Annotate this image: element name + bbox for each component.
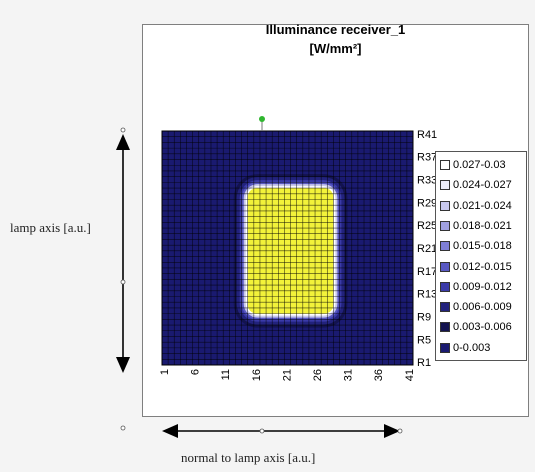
x-axis-arrow-head-right (384, 424, 400, 438)
legend-swatch (440, 342, 450, 353)
y-axis-arrow-head-up (116, 134, 130, 150)
y-tick-label: R5 (417, 334, 431, 346)
y-tick-label: R13 (417, 289, 437, 301)
y-axis-label-text: lamp axis [a.u.] (10, 220, 91, 235)
legend-item: 0.009-0.012 (440, 278, 512, 296)
legend-label: 0.018-0.021 (453, 219, 512, 232)
x-tick-label: 26 (312, 369, 324, 381)
legend-item: 0.012-0.015 (440, 258, 512, 276)
legend-label: 0.012-0.015 (453, 260, 512, 273)
selection-handle (259, 428, 265, 434)
y-axis-arrow-head-down (116, 357, 130, 373)
x-tick-label: 16 (251, 369, 263, 381)
y-tick-label: R41 (417, 129, 437, 141)
legend-swatch (440, 241, 450, 252)
selection-handle (120, 279, 126, 285)
legend-label: 0.003-0.006 (453, 321, 512, 334)
legend-swatch (440, 261, 450, 272)
selection-handle (120, 127, 126, 133)
selection-handle (120, 425, 126, 431)
chart-unit: [W/mm²] (309, 41, 362, 56)
legend-swatch (440, 200, 450, 211)
chart-title-block: Illuminance receiver_1 [W/mm²] (142, 20, 529, 58)
legend-label: 0.021-0.024 (453, 199, 512, 212)
legend-swatch (440, 160, 450, 170)
legend-label: 0.027-0.03 (453, 159, 506, 171)
legend-label: 0-0.003 (453, 341, 491, 354)
y-tick-label: R1 (417, 357, 431, 369)
legend-item: 0.006-0.009 (440, 298, 512, 316)
legend-item: 0.003-0.006 (440, 318, 512, 336)
y-tick-label: R29 (417, 197, 437, 209)
x-tick-label: 31 (343, 369, 355, 381)
legend-swatch (440, 180, 450, 191)
legend-item: 0.027-0.03 (440, 156, 506, 174)
y-tick-label: R21 (417, 243, 437, 255)
x-tick-label: 21 (281, 369, 293, 381)
plot-border (161, 130, 414, 366)
legend-label: 0.015-0.018 (453, 240, 512, 253)
x-axis-arrow-head-left (162, 424, 178, 438)
legend-item: 0.015-0.018 (440, 237, 512, 255)
y-axis-label: lamp axis [a.u.] (10, 220, 91, 236)
x-tick-label: 36 (373, 369, 385, 381)
legend-item: 0.018-0.021 (440, 217, 512, 235)
x-tick-label: 41 (404, 369, 416, 381)
legend-item: 0.021-0.024 (440, 197, 512, 215)
y-tick-label: R25 (417, 220, 437, 232)
legend-swatch (440, 302, 450, 313)
selection-marker-handle (259, 116, 265, 122)
legend: 0.027-0.03 0.024-0.027 0.021-0.024 0.018-0.… (435, 151, 527, 361)
y-tick-label: R37 (417, 152, 437, 164)
y-tick-label: R9 (417, 311, 431, 323)
x-axis-label-text: normal to lamp axis [a.u.] (181, 450, 316, 465)
legend-item: 0-0.003 (440, 339, 490, 357)
legend-swatch (440, 281, 450, 292)
legend-label: 0.006-0.009 (453, 301, 512, 314)
legend-label: 0.024-0.027 (453, 179, 512, 192)
legend-label: 0.009-0.012 (453, 280, 512, 293)
x-tick-label: 11 (220, 369, 232, 380)
chart-title: Illuminance receiver_1 (265, 22, 406, 37)
x-axis-label: normal to lamp axis [a.u.] (181, 450, 315, 466)
legend-item: 0.024-0.027 (440, 176, 512, 194)
y-tick-label: R33 (417, 175, 437, 187)
x-tick-label: 6 (190, 369, 202, 375)
selection-handle (397, 428, 403, 434)
y-tick-label: R17 (417, 266, 437, 278)
legend-swatch (440, 220, 450, 231)
x-tick-label: 1 (159, 369, 171, 375)
legend-swatch (440, 322, 450, 333)
